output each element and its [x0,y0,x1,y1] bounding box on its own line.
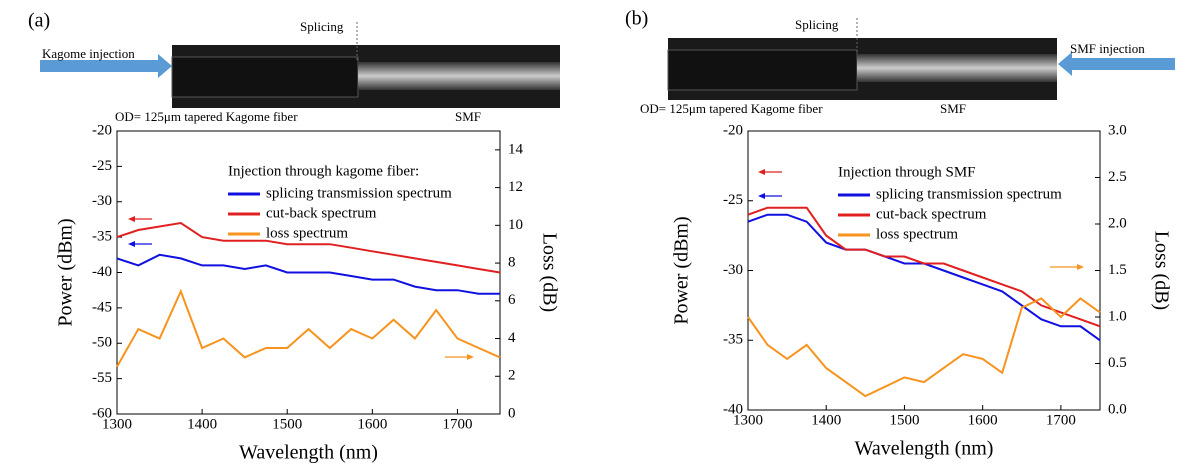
y-tick-label: -50 [92,335,112,351]
y2-tick-label: 2 [508,368,516,384]
fiber-image [40,22,560,108]
x-tick-label: 1500 [272,416,302,432]
y2-tick-label: 3.0 [1108,122,1127,138]
y-tick-label: -35 [92,229,112,245]
series-line [747,206,1101,328]
y2-tick-label: 1.5 [1108,262,1127,278]
y2-tick-label: 0 [508,405,516,421]
y-tick-label: -35 [723,332,743,348]
x-tick-label: 1700 [442,416,472,432]
y2-tick-label: 0.0 [1108,401,1127,417]
y-tick-label: -25 [92,158,112,174]
splice-label: Splicing [795,17,839,32]
panel-label: (b) [625,8,648,30]
x-tick-label: 1400 [811,412,841,428]
smf-label: SMF [455,109,481,124]
y2-tick-label: 0.5 [1108,355,1127,371]
series-line [116,253,500,295]
y-tick-label: -20 [92,122,112,138]
y-tick-label: -40 [723,401,743,417]
y2-tick-label: 12 [508,179,523,195]
fiber-label: OD= 125μm tapered Kagome fiber [115,109,298,124]
x-axis-label: Wavelength (nm) [239,442,378,464]
x-tick-label: 1300 [733,412,763,428]
y-axis-label: Power (dBm) [55,218,77,326]
y-axis-label: Power (dBm) [671,216,693,324]
fiber-image [667,18,1175,100]
legend-label: splicing transmission spectrum [266,185,452,201]
y2-tick-label: 10 [508,217,523,233]
y2-tick-label: 6 [508,292,516,308]
series-line [747,297,1101,398]
y-tick-label: -40 [92,264,112,280]
legend-label: loss spectrum [266,225,348,241]
legend-title: Injection through SMF [838,164,976,180]
y-tick-label: -20 [723,122,743,138]
legend-label: cut-back spectrum [266,205,377,221]
y2-tick-label: 8 [508,255,516,271]
x-axis-label: Wavelength (nm) [855,438,994,460]
series-line [116,288,501,368]
y-tick-label: -55 [92,370,112,386]
series-line [116,221,501,274]
splice-label: Splicing [300,19,344,34]
y2-tick-label: 2.0 [1108,215,1127,231]
y-tick-label: -25 [723,192,743,208]
injection-label: SMF injection [1070,41,1145,56]
legend-title: Injection through kagome fiber: [228,163,419,179]
x-tick-label: 1500 [889,412,919,428]
legend-label: cut-back spectrum [876,206,987,222]
y2-tick-label: 1.0 [1108,308,1127,324]
y-tick-label: -45 [92,299,112,315]
panel-label: (a) [28,10,50,32]
x-tick-label: 1600 [968,412,998,428]
y-tick-label: -60 [92,405,112,421]
fiber-label: OD= 125μm tapered Kagome fiber [640,101,823,116]
y-tick-label: -30 [92,193,112,209]
x-tick-label: 1600 [357,416,387,432]
x-tick-label: 1300 [102,416,132,432]
y2-tick-label: 14 [508,141,524,157]
axis-arrows [128,169,1084,360]
y-tick-label: -30 [723,262,743,278]
y2-axis-label: Loss (dB) [1150,231,1172,310]
y2-tick-label: 2.5 [1108,169,1127,185]
x-tick-label: 1400 [187,416,217,432]
y2-tick-label: 4 [508,330,516,346]
x-tick-label: 1700 [1046,412,1076,428]
injection-label: Kagome injection [42,46,135,61]
y2-axis-label: Loss (dB) [538,233,560,312]
legend-label: splicing transmission spectrum [876,186,1062,202]
legend-label: loss spectrum [876,226,958,242]
smf-label: SMF [940,101,966,116]
